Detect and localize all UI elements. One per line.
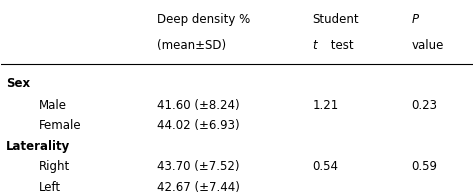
- Text: 44.02 (±6.93): 44.02 (±6.93): [157, 119, 239, 132]
- Text: Sex: Sex: [6, 77, 30, 90]
- Text: test: test: [327, 39, 353, 52]
- Text: Student: Student: [312, 13, 359, 26]
- Text: P: P: [411, 13, 419, 26]
- Text: 41.60 (±8.24): 41.60 (±8.24): [157, 99, 239, 112]
- Text: value: value: [411, 39, 444, 52]
- Text: 0.54: 0.54: [312, 160, 338, 173]
- Text: 1.21: 1.21: [312, 99, 338, 112]
- Text: Right: Right: [39, 160, 70, 173]
- Text: 0.59: 0.59: [411, 160, 438, 173]
- Text: 0.23: 0.23: [411, 99, 438, 112]
- Text: 42.67 (±7.44): 42.67 (±7.44): [157, 181, 240, 193]
- Text: Male: Male: [39, 99, 67, 112]
- Text: 43.70 (±7.52): 43.70 (±7.52): [157, 160, 239, 173]
- Text: Female: Female: [39, 119, 82, 132]
- Text: Laterality: Laterality: [6, 140, 70, 153]
- Text: (mean±SD): (mean±SD): [157, 39, 226, 52]
- Text: t: t: [312, 39, 317, 52]
- Text: Left: Left: [39, 181, 61, 193]
- Text: Deep density %: Deep density %: [157, 13, 250, 26]
